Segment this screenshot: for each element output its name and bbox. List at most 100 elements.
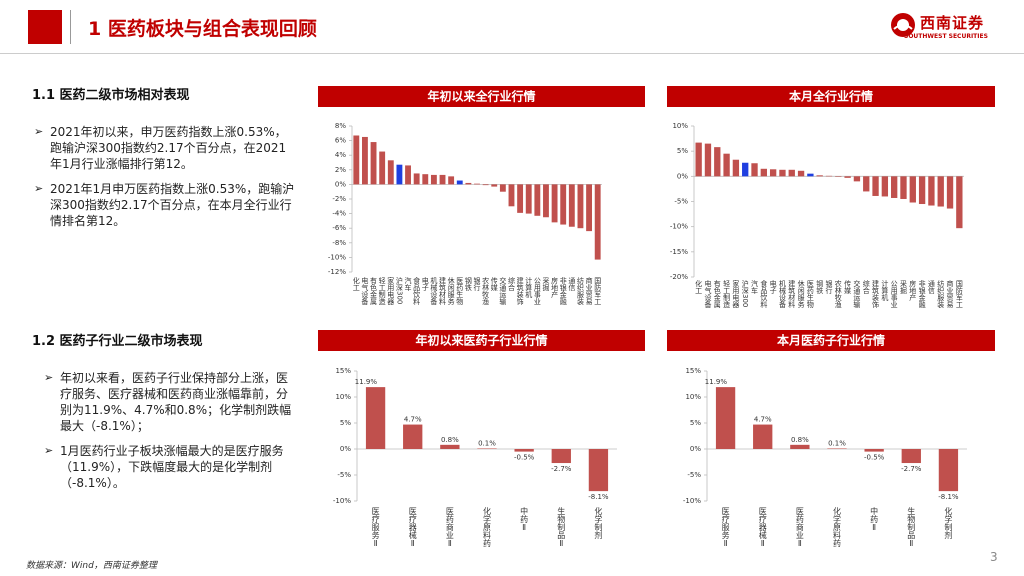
bar xyxy=(769,169,777,177)
bar xyxy=(430,174,437,185)
x-tick-label: 非银金融 xyxy=(918,279,926,309)
x-tick-label: 农林牧渔 xyxy=(834,279,842,309)
bar xyxy=(928,176,935,206)
page-number: 3 xyxy=(990,550,998,564)
value-label: 11.9% xyxy=(355,378,378,386)
bar xyxy=(788,169,795,177)
logo-icon xyxy=(891,13,915,37)
y-tick-label: 15% xyxy=(335,367,351,375)
y-tick-label: -5% xyxy=(687,471,701,479)
value-label: -2.7% xyxy=(901,465,922,473)
x-tick-label: 沪深300 xyxy=(741,279,749,307)
chart-banner xyxy=(318,86,645,107)
x-tick-label: 机械设备 xyxy=(778,279,786,309)
bar xyxy=(844,176,851,178)
bullet: 年初以来看，医药子行业保持部分上涨，医疗服务、医疗器械和医药商业涨幅靠前，分别为… xyxy=(44,370,296,434)
x-tick-label: 采掘 xyxy=(899,279,907,295)
bar xyxy=(482,184,489,186)
bar xyxy=(937,176,944,207)
y-tick-label: -8% xyxy=(332,239,346,247)
x-tick-label: 综合 xyxy=(507,276,515,292)
x-tick-label: 农林牧渔 xyxy=(482,276,490,306)
x-tick-label: 电气设备 xyxy=(704,279,712,309)
bar xyxy=(938,449,959,492)
y-tick-label: -10% xyxy=(683,497,701,505)
x-tick-label: 化学原料药 xyxy=(833,506,842,548)
x-tick-label: 传媒 xyxy=(844,279,852,295)
y-tick-label: -4% xyxy=(332,210,346,218)
y-tick-label: 4% xyxy=(335,151,346,159)
bar xyxy=(379,151,386,185)
value-label: 0.1% xyxy=(828,439,846,447)
x-tick-label: 国防军工 xyxy=(955,280,963,308)
x-tick-label: 中药Ⅱ xyxy=(520,506,529,532)
chart-title: 年初以来全行业行情 xyxy=(427,89,535,104)
x-tick-label: 机械设备 xyxy=(430,276,438,306)
bar xyxy=(807,173,814,177)
y-tick-label: 5% xyxy=(690,419,701,427)
bar xyxy=(909,176,916,203)
value-label: -8.1% xyxy=(938,493,959,501)
x-tick-label: 医药生物 xyxy=(456,277,464,306)
bar xyxy=(956,176,963,229)
value-label: -2.7% xyxy=(551,465,572,473)
y-tick-label: -20% xyxy=(670,273,688,281)
bar xyxy=(365,387,386,449)
x-tick-label: 医疗服务Ⅱ xyxy=(371,507,380,548)
x-tick-label: 交通运输 xyxy=(499,276,507,306)
bar xyxy=(586,184,592,232)
x-tick-label: 交通运输 xyxy=(853,279,861,309)
value-label: 4.7% xyxy=(754,416,772,424)
y-tick-label: 6% xyxy=(335,137,346,145)
y-tick-label: -10% xyxy=(670,223,688,231)
x-tick-label: 商业贸易 xyxy=(585,276,593,306)
x-tick-label: 房地产 xyxy=(551,276,559,299)
y-tick-label: 0% xyxy=(335,180,346,188)
x-tick-label: 纺织服装 xyxy=(576,276,584,306)
x-tick-label: 中药Ⅱ xyxy=(870,506,879,532)
header-divider xyxy=(70,10,71,44)
bar xyxy=(508,184,515,207)
x-tick-label: 建筑装饰 xyxy=(872,279,880,309)
bar xyxy=(477,448,497,449)
x-tick-label: 家用电器 xyxy=(387,276,395,306)
bar xyxy=(853,176,861,182)
x-tick-label: 银行 xyxy=(825,279,833,295)
bar xyxy=(551,184,558,223)
x-tick-label: 采掘 xyxy=(542,276,550,292)
logo-name: 西南证券 xyxy=(920,14,985,32)
y-tick-label: 2% xyxy=(335,166,346,174)
bar xyxy=(403,424,423,449)
x-tick-label: 化学制剂 xyxy=(944,506,953,540)
x-tick-label: 通信 xyxy=(568,276,576,292)
bar xyxy=(517,184,524,213)
bar xyxy=(440,444,460,449)
bar xyxy=(405,165,411,185)
x-tick-label: 医疗器械Ⅱ xyxy=(408,507,417,548)
y-tick-label: 8% xyxy=(335,122,346,130)
x-tick-label: 计算机 xyxy=(881,279,889,302)
x-tick-label: 沪深300 xyxy=(395,276,403,304)
y-tick-label: -10% xyxy=(328,253,346,261)
value-label: -0.5% xyxy=(864,454,885,462)
y-tick-label: -5% xyxy=(337,471,351,479)
y-tick-label: -5% xyxy=(674,198,688,206)
bar xyxy=(827,448,847,449)
bar xyxy=(422,174,429,185)
bar xyxy=(439,174,446,185)
bar xyxy=(715,387,736,449)
bar xyxy=(568,184,575,227)
x-tick-label: 通信 xyxy=(927,279,935,295)
slide-title: 1 医药板块与组合表现回顾 xyxy=(88,18,317,40)
value-label: 0.1% xyxy=(478,439,496,447)
value-label: 11.9% xyxy=(705,378,728,386)
bar xyxy=(835,176,842,177)
bar xyxy=(753,424,773,449)
bar xyxy=(514,449,534,452)
x-tick-label: 化工 xyxy=(695,279,703,294)
y-tick-label: 10% xyxy=(685,393,701,401)
bar xyxy=(465,182,472,185)
y-tick-label: -12% xyxy=(328,268,346,276)
x-tick-label: 汽车 xyxy=(404,276,412,292)
